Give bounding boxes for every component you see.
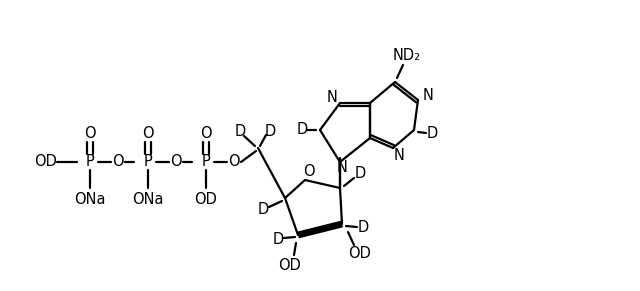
Text: N: N (394, 148, 404, 164)
Text: N: N (422, 88, 433, 104)
Text: OD: OD (195, 191, 218, 207)
Text: P: P (86, 155, 94, 169)
Text: P: P (143, 155, 152, 169)
Text: D: D (355, 166, 365, 182)
Text: OD: OD (349, 246, 371, 262)
Text: O: O (112, 155, 124, 169)
Text: D: D (234, 125, 246, 139)
Text: O: O (84, 127, 96, 141)
Text: ND₂: ND₂ (393, 49, 421, 63)
Text: O: O (170, 155, 182, 169)
Text: O: O (228, 155, 240, 169)
Text: O: O (200, 127, 212, 141)
Text: D: D (257, 203, 269, 217)
Text: D: D (426, 127, 438, 141)
Text: ONa: ONa (132, 191, 164, 207)
Text: D: D (357, 221, 369, 235)
Text: D: D (273, 232, 284, 246)
Text: P: P (202, 155, 211, 169)
Text: D: D (264, 125, 276, 139)
Text: D: D (296, 123, 308, 138)
Text: O: O (303, 164, 315, 178)
Text: OD: OD (278, 258, 301, 272)
Text: N: N (326, 90, 337, 104)
Text: O: O (142, 127, 154, 141)
Text: N: N (337, 161, 348, 175)
Text: OD: OD (35, 155, 58, 169)
Text: ONa: ONa (74, 191, 106, 207)
